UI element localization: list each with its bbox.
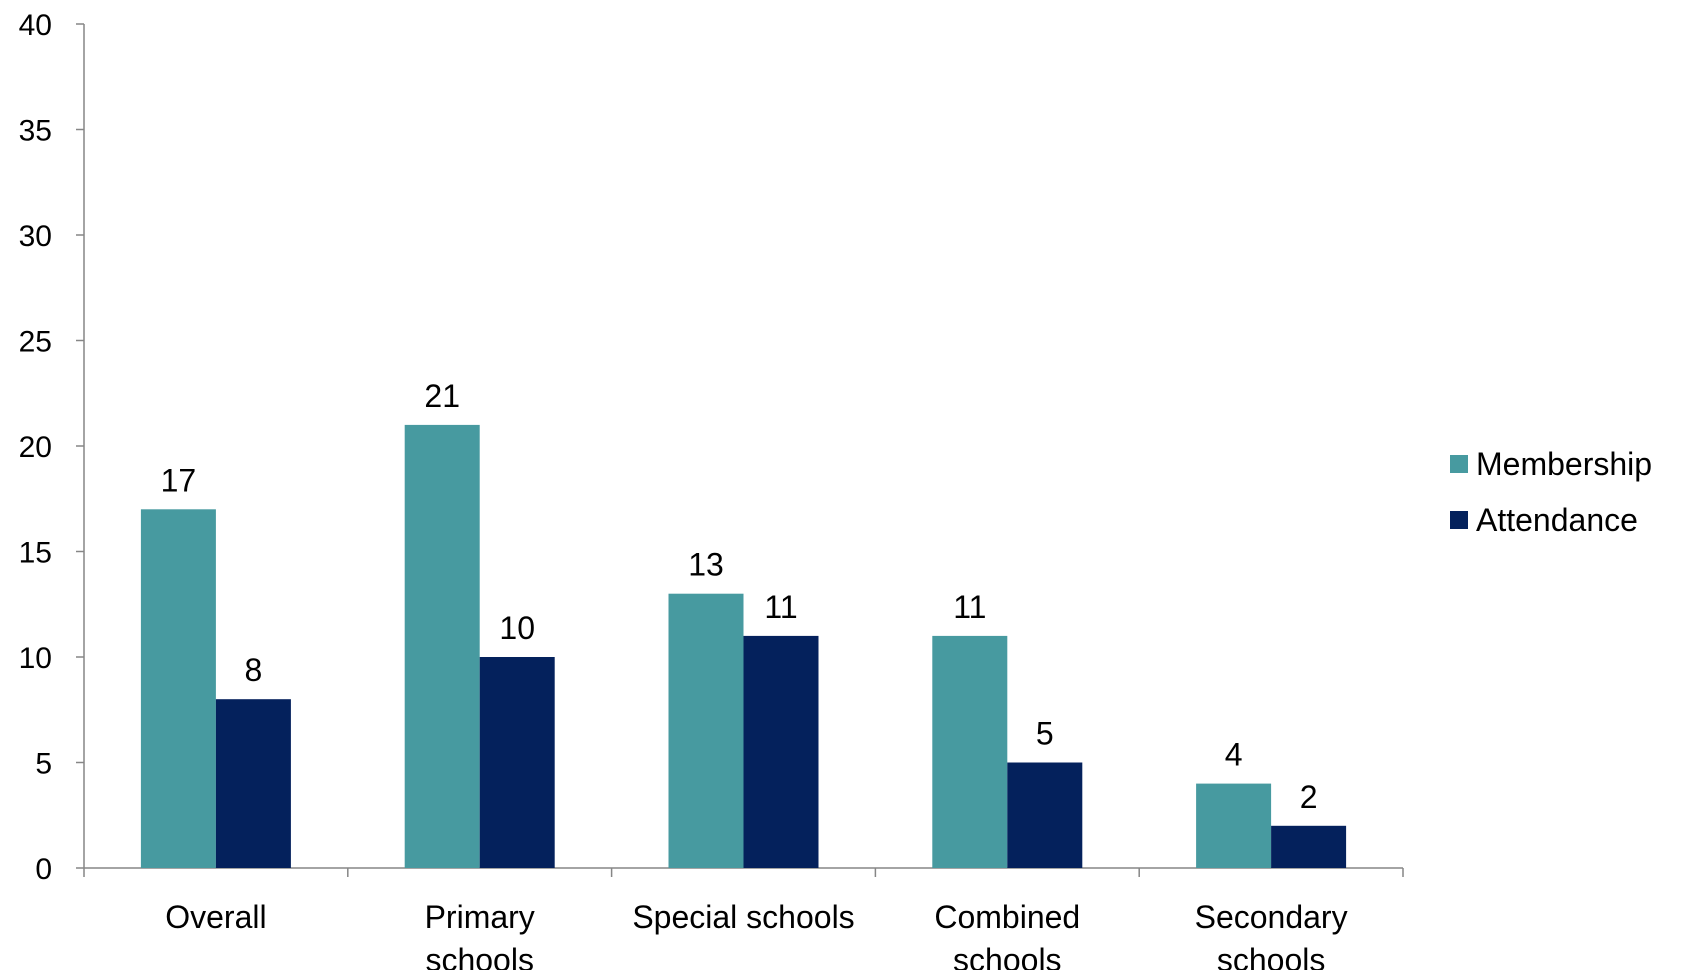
x-category-label: Overall: [165, 899, 266, 935]
x-category-label-line: Special schools: [632, 899, 854, 935]
bar-attendance: [1271, 825, 1347, 868]
bar-membership: [1196, 783, 1272, 868]
x-category-label: Secondary schools: [1195, 899, 1348, 970]
bar-membership: [668, 593, 744, 868]
y-tick-label: 5: [35, 748, 52, 781]
legend-swatch-attendance: [1450, 511, 1468, 529]
y-tick-label: 35: [19, 115, 52, 148]
bar-attendance: [479, 657, 555, 868]
data-label-membership: 21: [424, 378, 460, 414]
legend-label-membership: Membership: [1476, 446, 1652, 482]
y-tick-label: 15: [19, 537, 52, 570]
bar-membership: [404, 424, 480, 868]
data-label-membership: 11: [953, 589, 986, 625]
x-category-label: Combined schools: [934, 899, 1080, 970]
x-axis: Overall Primary schools Special schools Comb…: [83, 867, 1404, 970]
legend: Membership Attendance: [1450, 446, 1652, 538]
bar-membership: [932, 635, 1008, 868]
y-tick-label: 25: [19, 326, 52, 359]
x-category-label-line: Primary: [425, 899, 535, 935]
bars: [140, 424, 1347, 868]
data-label-membership: 4: [1225, 737, 1243, 773]
data-label-membership: 17: [161, 462, 197, 498]
x-category-label-line: schools: [1217, 942, 1326, 970]
x-category-label-line: Secondary: [1195, 899, 1348, 935]
data-labels: 17 8 21 10 13 11 11 5 4 2: [161, 378, 1318, 815]
data-label-attendance: 10: [499, 610, 535, 646]
x-category-label-line: Overall: [165, 899, 266, 935]
bar-membership: [140, 509, 216, 868]
y-tick-label: 30: [19, 220, 52, 253]
y-tick-label: 10: [19, 642, 52, 675]
y-tick-label: 0: [35, 853, 52, 886]
data-label-attendance: 8: [245, 652, 263, 688]
bar-attendance: [1007, 762, 1083, 868]
bar-attendance: [743, 635, 819, 868]
x-category-label: Special schools: [632, 899, 854, 935]
x-category-label-line: Combined: [934, 899, 1080, 935]
y-tick-label: 40: [19, 9, 52, 42]
bar-attendance: [215, 699, 291, 868]
y-axis: 0 5 10 15 20 25 30 35 40: [19, 9, 85, 886]
x-category-label-line: schools: [953, 942, 1062, 970]
data-label-attendance: 5: [1036, 716, 1054, 752]
data-label-membership: 13: [688, 547, 724, 583]
x-category-label: Primary schools: [425, 899, 535, 970]
data-label-attendance: 2: [1300, 779, 1318, 815]
x-category-label-line: schools: [425, 942, 534, 970]
legend-label-attendance: Attendance: [1476, 502, 1638, 538]
y-tick-label: 20: [19, 431, 52, 464]
data-label-attendance: 11: [764, 589, 797, 625]
legend-swatch-membership: [1450, 455, 1468, 473]
